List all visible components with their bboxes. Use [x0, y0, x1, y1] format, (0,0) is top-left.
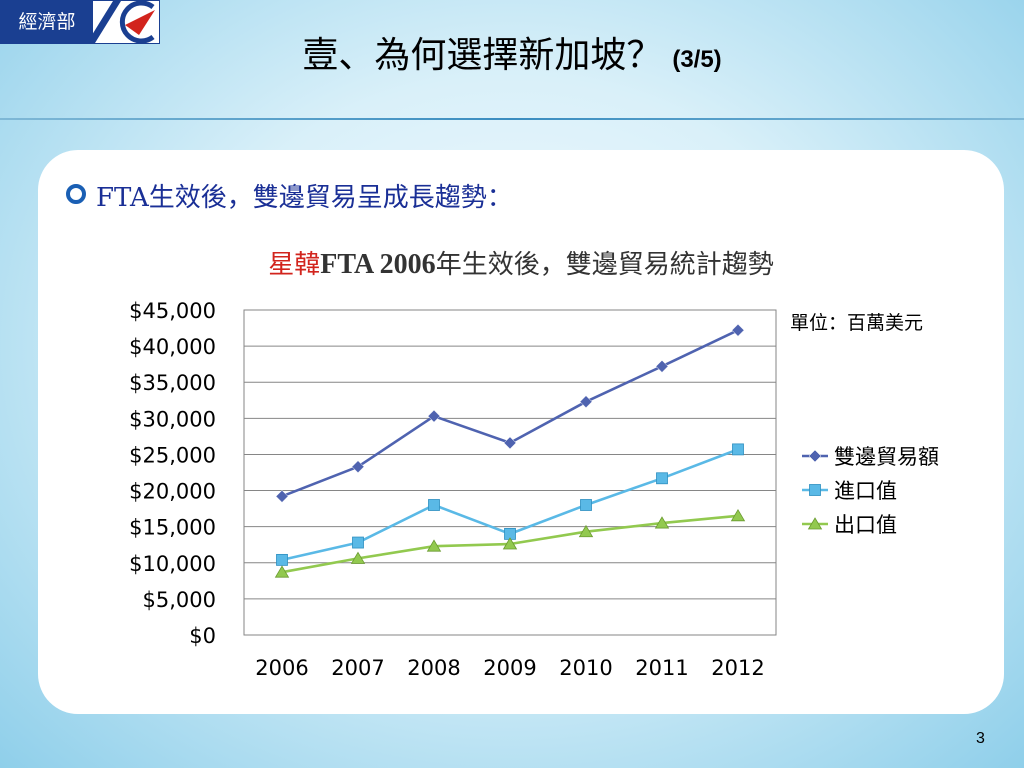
- page-title-text: 壹、為何選擇新加坡？: [302, 35, 663, 76]
- legend-marker: [809, 484, 821, 496]
- series-1: [275, 323, 745, 503]
- page-title-suffix: (3/5): [672, 46, 722, 73]
- bullet-ring-icon: [66, 184, 86, 204]
- ministry-logo: 經濟部: [0, 0, 160, 44]
- data-point: [275, 489, 289, 503]
- x-tick-label: 2008: [407, 656, 460, 680]
- x-tick-label: 2011: [635, 656, 688, 680]
- y-tick-label: $10,000: [129, 552, 216, 576]
- unit-label: 單位：百萬美元: [790, 312, 924, 334]
- data-point: [276, 553, 288, 566]
- data-point: [351, 460, 365, 474]
- x-tick-label: 2010: [559, 656, 612, 680]
- x-tick-label: 2012: [711, 656, 764, 680]
- data-point: [274, 565, 290, 578]
- chart-title-bold: FTA 2006: [320, 249, 436, 280]
- y-tick-label: $30,000: [129, 407, 216, 431]
- y-tick-label: $20,000: [129, 480, 216, 504]
- data-point: [580, 499, 592, 511]
- data-point: [503, 436, 517, 450]
- data-point: [730, 509, 746, 522]
- data-point: [352, 536, 364, 549]
- logo-text: 經濟部: [1, 1, 93, 43]
- data-point: [579, 395, 593, 409]
- plot-area: [243, 309, 777, 636]
- chart-title-red: 星韓: [268, 250, 321, 280]
- series-3: [274, 509, 746, 578]
- data-point: [350, 551, 366, 564]
- y-tick-label: $15,000: [129, 516, 216, 540]
- y-tick-label: $25,000: [129, 443, 216, 467]
- data-point: [732, 443, 744, 456]
- legend-label: 雙邊貿易額: [834, 445, 939, 469]
- x-tick-label: 2006: [255, 656, 308, 680]
- page-title: 壹、為何選擇新加坡？ (3/5): [0, 26, 1024, 78]
- y-tick-label: $35,000: [129, 371, 216, 395]
- y-tick-label: $0: [189, 624, 216, 648]
- legend-marker: [807, 517, 823, 530]
- legend-item: 出口值: [802, 513, 897, 537]
- legend-label: 出口值: [834, 513, 897, 537]
- bullet-point: FTA生效後，雙邊貿易呈成長趨勢：: [66, 180, 513, 216]
- data-point: [654, 516, 670, 529]
- y-tick-label: $40,000: [129, 335, 216, 359]
- logo-emblem-icon: [87, 1, 155, 43]
- bullet-text: FTA生效後，雙邊貿易呈成長趨勢：: [96, 183, 513, 213]
- data-point: [656, 472, 668, 485]
- legend-item: 雙邊貿易額: [802, 445, 939, 469]
- data-point: [428, 499, 440, 511]
- legend-item: 進口值: [802, 479, 897, 503]
- data-point: [427, 409, 441, 423]
- series-2: [276, 443, 744, 566]
- page-number: 3: [976, 730, 985, 747]
- data-point: [502, 537, 518, 550]
- x-tick-label: 2007: [331, 656, 384, 680]
- y-tick-label: $45,000: [129, 299, 216, 323]
- chart-title-rest: 年生效後，雙邊貿易統計趨勢: [435, 250, 774, 280]
- data-point: [731, 323, 745, 337]
- data-point: [426, 539, 442, 552]
- data-point: [655, 359, 669, 373]
- legend-label: 進口值: [834, 479, 897, 503]
- y-tick-label: $5,000: [143, 588, 216, 612]
- data-point: [578, 524, 594, 538]
- header-divider: [0, 118, 1024, 120]
- x-tick-label: 2009: [483, 656, 536, 680]
- legend-marker: [808, 449, 822, 463]
- chart-title: 星韓FTA 2006年生效後，雙邊貿易統計趨勢: [0, 244, 1024, 281]
